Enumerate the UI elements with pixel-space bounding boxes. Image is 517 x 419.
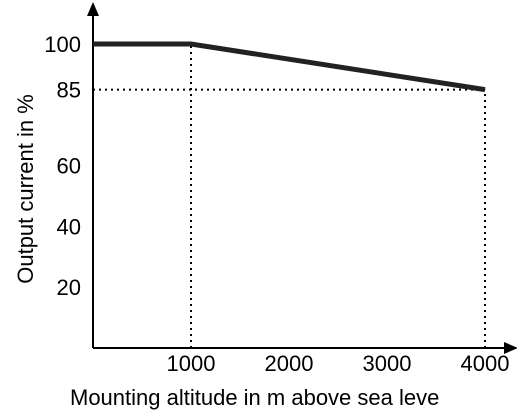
tick-labels: 20 40 60 85 100 1000 2000 3000 4000 [44, 32, 509, 376]
y-tick-label: 85 [57, 78, 81, 103]
series-line-0 [93, 41, 486, 93]
data-series [92, 41, 486, 93]
x-tick-label: 3000 [363, 351, 412, 376]
x-tick-label: 4000 [461, 351, 510, 376]
y-axis-title: Output current in % [13, 94, 38, 284]
y-tick-label: 20 [57, 275, 81, 300]
y-tick-label: 60 [57, 154, 81, 179]
y-axis-arrow-icon [87, 2, 99, 16]
x-axis-arrow-icon [504, 342, 517, 354]
x-tick-label: 1000 [167, 351, 216, 376]
reference-lines [93, 44, 486, 348]
x-axis-title: Mounting altitude in m above sea leve [70, 385, 439, 410]
y-tick-label: 100 [44, 32, 81, 57]
y-tick-label: 40 [57, 214, 81, 239]
x-tick-label: 2000 [265, 351, 314, 376]
axes [87, 2, 517, 354]
